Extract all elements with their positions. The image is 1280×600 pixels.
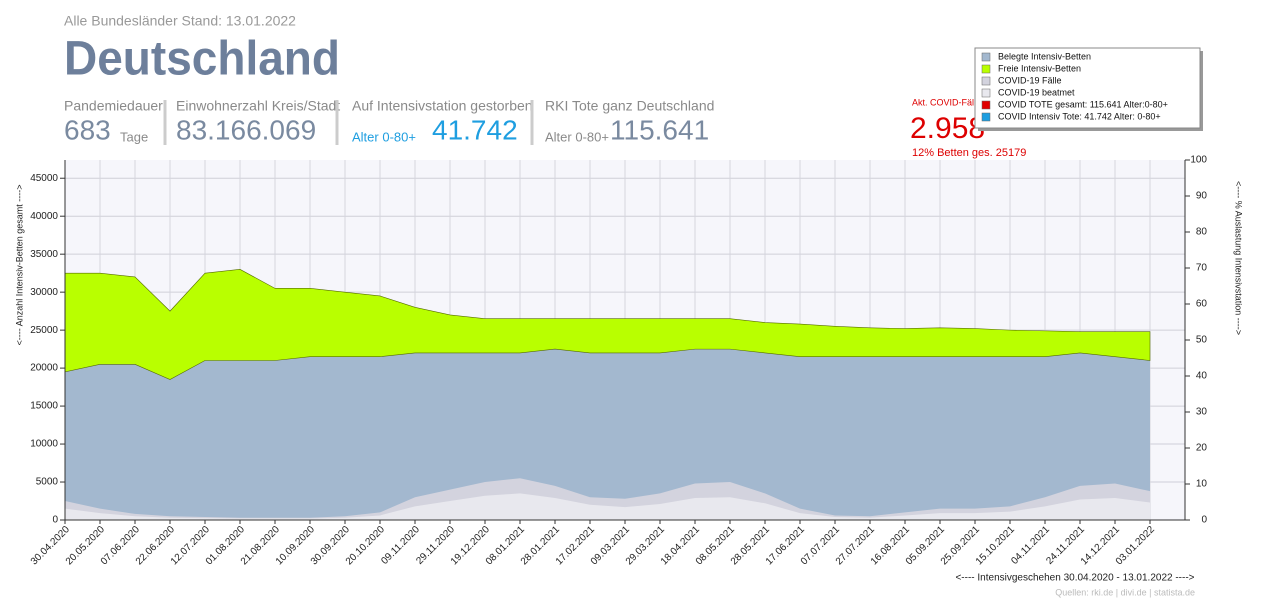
stat-label: Auf Intensivstation gestorben — [352, 98, 533, 114]
stat-value: 683 — [64, 114, 111, 145]
stat-prefix: Alter 0-80+ — [352, 129, 416, 144]
legend-swatch — [981, 112, 991, 122]
legend-swatch — [981, 52, 991, 62]
legend-label: Belegte Intensiv-Betten — [998, 51, 1091, 61]
area — [65, 478, 1150, 520]
x-axis-label: <---- Intensivgeschehen 30.04.2020 - 13.… — [955, 573, 1194, 584]
y2-axis-label: <---- % Auslastung Intensivstation ----> — [1234, 181, 1244, 335]
y2-tick-label: 70 — [1196, 263, 1208, 274]
current-value: 2.958 — [910, 112, 985, 145]
legend-swatch — [981, 88, 991, 98]
y2-tick-label: 20 — [1196, 443, 1208, 454]
legend-label: Freie Intensiv-Betten — [998, 63, 1081, 73]
y2-tick-label: 10 — [1196, 479, 1208, 490]
y-tick-label: 10000 — [30, 439, 58, 450]
y-tick-label: 40000 — [30, 211, 58, 222]
stat-value: 115.641 — [610, 114, 709, 145]
y-tick-label: 5000 — [36, 477, 59, 488]
y-tick-label: 30000 — [30, 287, 58, 298]
y2-tick-label: 50 — [1196, 335, 1208, 346]
y-tick-label: 15000 — [30, 401, 58, 412]
y2-tick-label: 30 — [1196, 407, 1208, 418]
plot — [64, 160, 1185, 521]
legend-swatch — [981, 76, 991, 86]
stat-prefix: Alter 0-80+ — [545, 129, 609, 144]
y2-tick-label: 80 — [1196, 227, 1208, 238]
y-tick-label: 25000 — [30, 325, 58, 336]
area — [65, 349, 1150, 520]
legend-label: COVID-19 Fälle — [998, 75, 1062, 85]
legend-swatch — [981, 64, 991, 74]
legend-box — [974, 47, 1201, 129]
legend-label: COVID Intensiv Tote: 41.742 Alter: 0-80+ — [998, 111, 1161, 121]
legend: Belegte Intensiv-Betten Freie Intensiv-Be… — [974, 47, 1203, 131]
y2-tick-label: 40 — [1196, 371, 1208, 382]
y-tick-label: 45000 — [30, 173, 58, 184]
stat-value: 83.166.069 — [176, 114, 316, 145]
stat-label: Pandemiedauer — [64, 98, 163, 114]
y-axis-label: <---- Anzahl Intensiv-Betten gesamt ----… — [14, 184, 24, 345]
y2-tick-label: 0 — [1201, 515, 1207, 526]
current-note: 12% Betten ges. 25179 — [912, 147, 1026, 159]
y-tick-label: 0 — [52, 515, 58, 526]
y2-tick-label: 60 — [1196, 299, 1208, 310]
subtitle: Alle Bundesländer Stand: 13.01.2022 — [64, 13, 296, 29]
y2-tick-label: 100 — [1190, 155, 1207, 166]
stat-label: Einwohnerzahl Kreis/Stadt — [176, 98, 340, 114]
source: Quellen: rki.de | divi.de | statista.de — [1055, 587, 1195, 597]
y-tick-label: 35000 — [30, 249, 58, 260]
legend-label: COVID TOTE gesamt: 115.641 Alter:0-80+ — [998, 99, 1168, 109]
stat-value: 41.742 — [432, 114, 518, 145]
legend-swatch — [981, 100, 991, 110]
area — [65, 493, 1150, 520]
y2-tick-label: 90 — [1196, 191, 1208, 202]
current-label: Akt. COVID-Fälle — [912, 97, 981, 107]
legend-label: COVID-19 beatmet — [998, 87, 1075, 97]
title: Deutschland — [64, 33, 340, 86]
y-tick-label: 20000 — [30, 363, 58, 374]
stat-label: RKI Tote ganz Deutschland — [545, 98, 714, 114]
stat-unit: Tage — [120, 129, 148, 144]
area — [64, 269, 1151, 380]
